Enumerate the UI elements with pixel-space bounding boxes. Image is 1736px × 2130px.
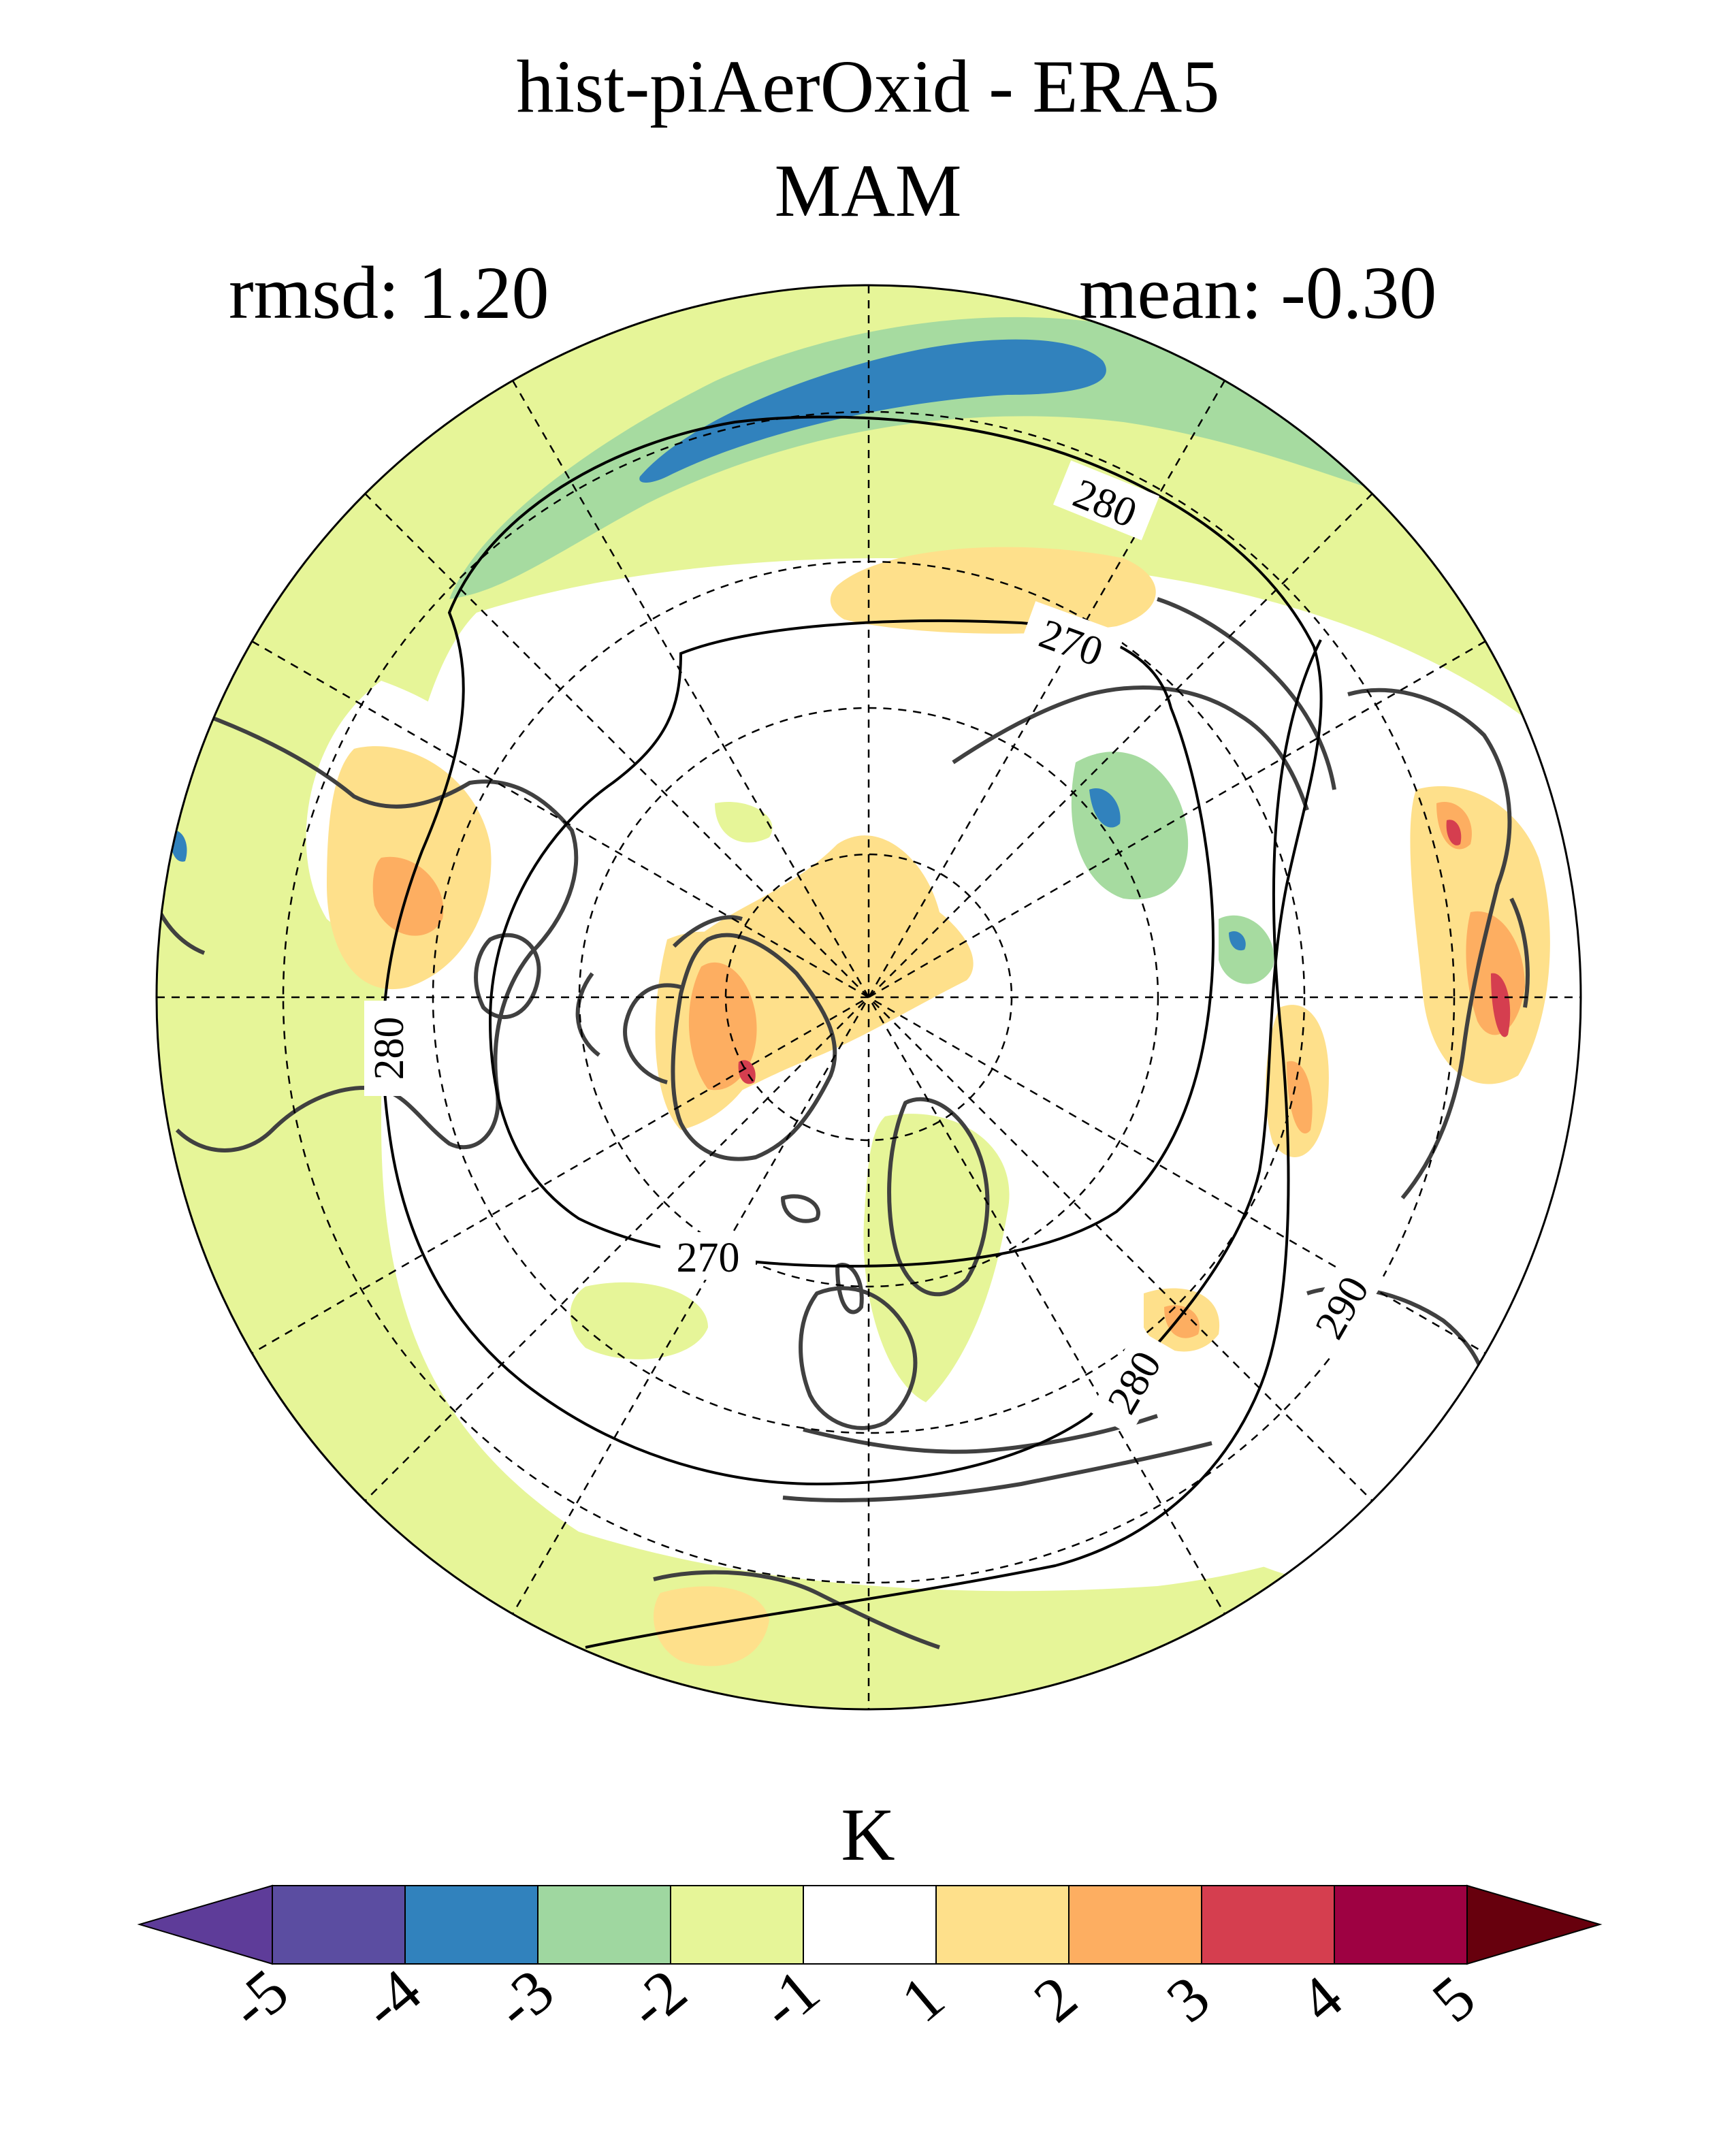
meridian-line [511,380,1226,1615]
colorbar-swatch [1334,1885,1468,1965]
meridian-line [251,640,1486,1355]
colorbar-arrow-low [137,1884,273,1965]
anomaly-region-minus3 [449,317,1464,599]
plot-title: hist-piAerOxid - ERA5 [516,45,1220,128]
contour-280 [381,415,1323,1486]
colorbar-swatch [1201,1885,1335,1965]
meridian-line [364,493,1373,1502]
anomaly-region-minus3 [1071,752,1189,900]
colorbar-tick-label: 2 [1021,1962,1090,2035]
colorbar-swatch [935,1885,1070,1965]
anomaly-region-minus2 [715,802,773,843]
season-label: MAM [774,149,962,232]
colorbar-tick-label: 1 [888,1962,957,2035]
anomaly-region-minus2 [863,1114,1010,1402]
coastline-iceland [781,1194,820,1223]
anomaly-region-plus3 [1446,820,1462,845]
colorbar-swatch [803,1885,937,1965]
map-frame [155,284,1582,1711]
anomaly-region-plus2 [1164,1305,1200,1338]
coastline-kamchatka [1157,597,1336,790]
anomaly-region-plus2 [688,962,757,1091]
colorbar-tick-label: -5 [216,1956,301,2042]
coastline-scandinavia [887,1097,990,1297]
coastline-siberia [952,685,1309,811]
coastline-japan [1509,897,1530,1008]
contour-labels: 280 270 270 280 280 290 [364,460,1386,1436]
colorbar-units-label: K [841,1793,895,1876]
anomaly-region-plus3 [1491,973,1511,1037]
anomaly-region-minus4 [1089,788,1121,828]
colorbar-arrow-high [1466,1884,1603,1965]
colorbar-swatch [272,1885,406,1965]
colorbar-tick-label: -3 [482,1956,566,2042]
polar-map: 280 270 270 280 280 290 [155,284,1582,1711]
coastline-north-america [175,713,579,1152]
colorbar-tick-label: 3 [1154,1962,1223,2035]
coastline-greenland [671,933,837,1161]
contour-290 [585,639,1322,1649]
colorbar-swatch [537,1885,671,1965]
coastline-east-asia [1347,688,1512,1199]
colorbar-tick-label: 5 [1419,1962,1488,2035]
contour-label-270: 270 [677,1235,740,1281]
coastline-arctic-archipelago [575,915,743,1084]
anomaly-region-plus1 [830,547,1156,634]
colorbar-ticks: -5 -4 -3 -2 -1 1 2 3 4 5 [216,1956,1488,2042]
mean-label: mean: -0.30 [1079,251,1437,334]
anomaly-region-minus4 [1229,931,1246,951]
anomaly-region-plus2 [1466,911,1525,1035]
anomaly-region-plus1 [654,1586,769,1666]
coastline-hudson-bay [474,933,541,1020]
colorbar-tick-label: -1 [748,1956,832,2042]
rmsd-label: rmsd: 1.20 [229,251,549,334]
colorbar-swatch [1068,1885,1202,1965]
colorbar-tick-label: -2 [615,1956,699,2042]
meridian-line [364,493,1373,1502]
contour-label-280: 280 [366,1017,413,1080]
colorbar-swatch [404,1885,539,1965]
colorbar-tick-label: -4 [349,1956,434,2042]
meridian-line [251,640,1486,1355]
coastline-africa [653,1570,940,1649]
anomaly-region-minus2 [570,1282,708,1359]
anomaly-region-plus2 [1287,1061,1313,1134]
colorbar: -5 -4 -3 -2 -1 1 2 3 4 5 [137,1884,1603,2042]
colorbar-tick-label: 4 [1287,1962,1355,2035]
colorbar-swatch [670,1885,804,1965]
coastlines [157,597,1530,1649]
coastline-mediterranean [782,1441,1212,1502]
coastline-europe [799,1286,1158,1454]
anomaly-region-plus2 [372,856,444,936]
